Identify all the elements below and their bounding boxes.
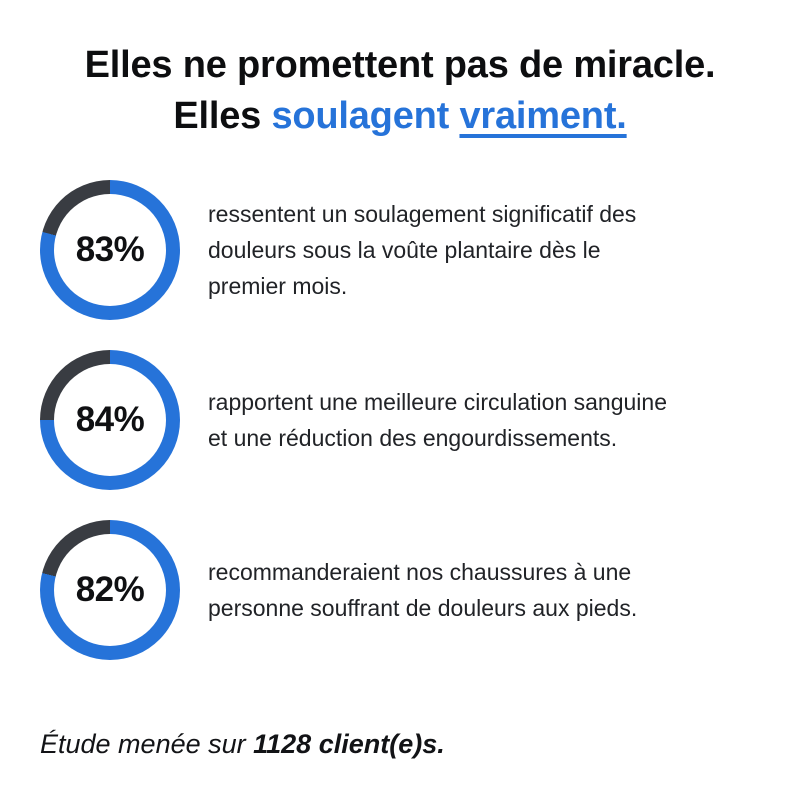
headline-line2-prefix: Elles [173, 95, 272, 137]
progress-ring-84: 84% [40, 350, 180, 490]
stat-description: rapportent une meilleure circulation san… [208, 389, 668, 451]
stat-description: ressentent un soulagement significatif d… [208, 201, 637, 299]
ring-hole: 83% [54, 194, 166, 306]
ring-hole: 84% [54, 364, 166, 476]
progress-ring-83: 83% [40, 180, 180, 320]
percent-label: 83% [75, 230, 145, 269]
stat-row-3: 82% recommanderaient nos chaussures à un… [40, 520, 760, 660]
headline-underlined-word: vraiment. [459, 95, 627, 137]
headline-line2: Elles soulagent vraiment. [18, 91, 782, 142]
headline-line1: Elles ne promettent pas de miracle. [84, 44, 716, 86]
stats-list: 83% ressentent un soulagement significat… [40, 180, 760, 660]
footnote-sample-size: 1128 client(e)s. [253, 729, 445, 759]
study-footnote: Étude menée sur 1128 client(e)s. [40, 726, 760, 762]
percent-label: 82% [75, 570, 145, 609]
stat-row-1: 83% ressentent un soulagement significat… [40, 180, 760, 320]
stat-row-2: 84% rapportent une meilleure circulation… [40, 350, 760, 490]
stat-description: recommanderaient nos chaussures à une pe… [208, 559, 638, 621]
headline-highlight: soulagent [271, 95, 460, 137]
headline: Elles ne promettent pas de miracle. Elle… [18, 40, 782, 142]
progress-ring-82: 82% [40, 520, 180, 660]
ring-hole: 82% [54, 534, 166, 646]
footnote-prefix: Étude menée sur [40, 729, 254, 759]
percent-label: 84% [75, 400, 145, 439]
